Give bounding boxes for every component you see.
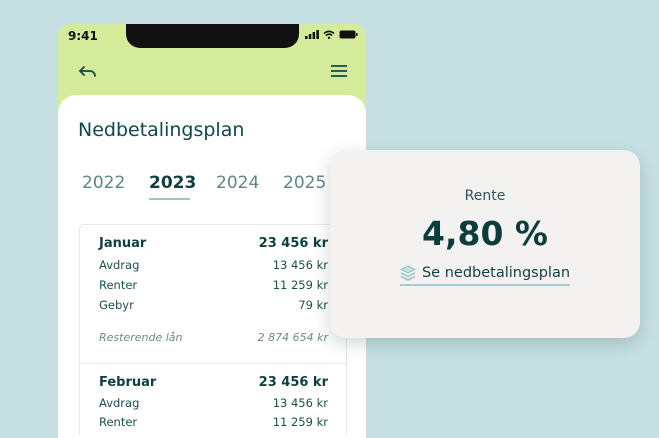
rate-label: Rente: [464, 188, 506, 204]
see-plan-link[interactable]: Se nedbetalingsplan: [399, 265, 571, 286]
battery-icon: [339, 30, 358, 39]
rate-value: 4,80 %: [422, 214, 548, 253]
row-value: 2 874 654 kr: [257, 331, 328, 344]
row-label: Renter: [99, 278, 138, 292]
list-item: Avdrag 13 456 kr: [99, 258, 328, 278]
row-value: 11 259 kr: [272, 415, 328, 429]
month-total: 23 456 kr: [258, 236, 328, 251]
notch: [126, 24, 299, 48]
row-label: Avdrag: [99, 258, 140, 272]
month-header: Februar 23 456 kr: [99, 375, 328, 396]
tab-2022[interactable]: 2022: [82, 173, 126, 193]
tab-2024[interactable]: 2024: [216, 173, 260, 193]
row-value: 13 456 kr: [272, 258, 328, 272]
back-arrow-icon[interactable]: [78, 62, 98, 82]
row-value: 11 259 kr: [272, 278, 328, 292]
wifi-icon: [323, 30, 335, 39]
month-januar: Januar 23 456 kr Avdrag 13 456 kr Renter 11…: [80, 225, 346, 364]
row-label: Avdrag: [99, 396, 140, 410]
see-plan-label: Se nedbetalingsplan: [421, 265, 571, 281]
hamburger-menu-icon[interactable]: [330, 64, 348, 78]
page-title: Nedbetalingsplan: [78, 119, 245, 141]
list-item: Renter 11 259 kr: [99, 415, 328, 434]
status-time: 9:41: [68, 29, 98, 43]
list-item: Renter 11 259 kr: [99, 278, 328, 298]
month-name: Januar: [99, 236, 147, 251]
year-tabs: 2022 2023 2024 2025: [82, 173, 350, 200]
row-label: Gebyr: [99, 298, 134, 312]
month-header: Januar 23 456 kr: [99, 236, 328, 258]
row-label: Renter: [99, 415, 138, 429]
month-total: 23 456 kr: [258, 375, 328, 390]
month-februar: Februar 23 456 kr Avdrag 13 456 kr Renter 1…: [80, 364, 346, 434]
row-label: Resterende lån: [99, 331, 183, 344]
list-item: Avdrag 13 456 kr: [99, 396, 328, 415]
remaining-loan: Resterende lån 2 874 654 kr: [99, 331, 328, 351]
payment-list: Januar 23 456 kr Avdrag 13 456 kr Renter 11…: [79, 224, 347, 434]
signal-icon: [305, 30, 319, 39]
phone-screen: 9:41 Nedbetalingsplan 2022 2023 2024 202…: [58, 24, 366, 438]
content-sheet: Nedbetalingsplan 2022 2023 2024 2025 Jan…: [58, 95, 366, 438]
rate-card: Rente 4,80 % Se nedbetalingsplan: [330, 150, 640, 338]
list-item: Gebyr 79 kr: [99, 298, 328, 318]
month-name: Februar: [99, 375, 157, 390]
row-value: 13 456 kr: [272, 396, 328, 410]
row-value: 79 kr: [298, 298, 328, 312]
layers-icon: [399, 265, 416, 281]
tab-2025[interactable]: 2025: [283, 173, 327, 193]
status-icons: [305, 30, 358, 39]
tab-2023[interactable]: 2023: [149, 173, 216, 200]
